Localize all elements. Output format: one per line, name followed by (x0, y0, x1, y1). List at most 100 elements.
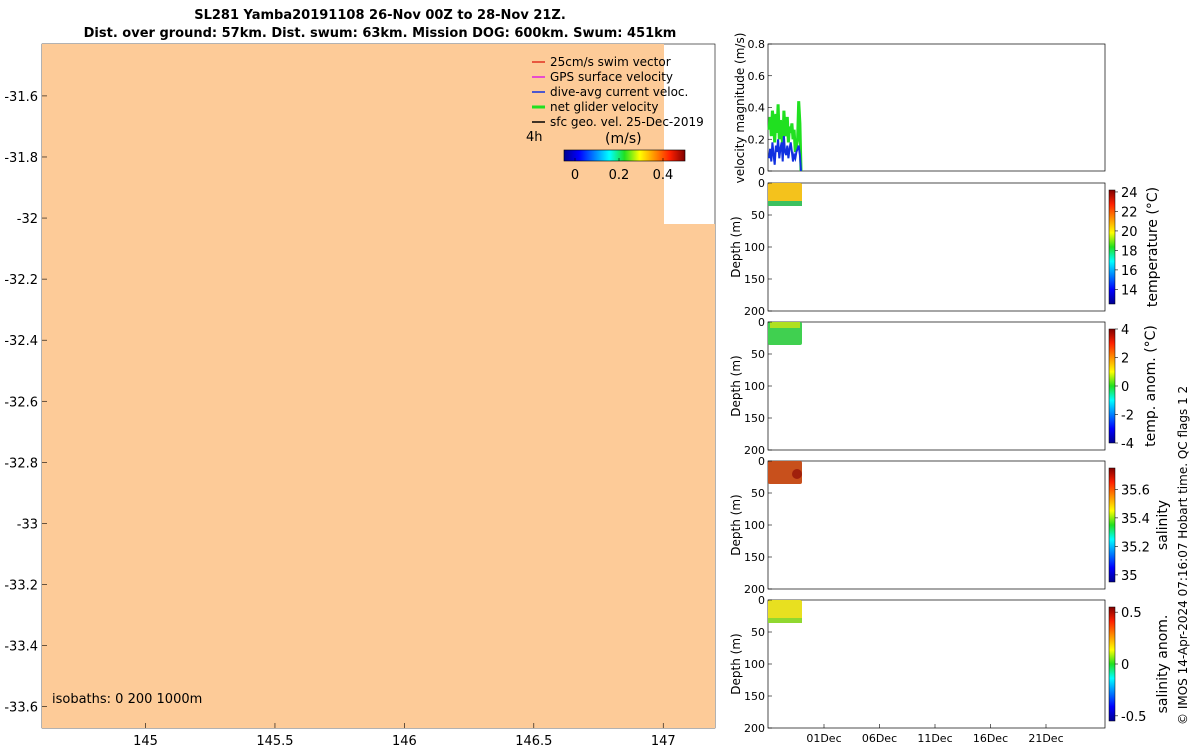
dive-avg-velocity-line (768, 136, 802, 172)
map-y-tick-label: -32.2 (4, 273, 38, 288)
time-scale-label: 4h (526, 130, 543, 145)
salinity-anomaly-colorbar-label: salinity anom. (1155, 615, 1171, 714)
map-x-tick-label: 145 (133, 734, 158, 749)
depth-y-tick-label: 150 (744, 551, 765, 564)
colorbar-tick-label: -4 (1121, 437, 1134, 452)
temperature-colorbar-label: temperature (°C) (1145, 187, 1161, 307)
colorbar-tick-label: 0.4 (653, 168, 674, 183)
temperature-colorbar-ticks: 14 16 18 20 22 24 (1115, 186, 1138, 298)
colorbar-tick-label: 20 (1121, 225, 1138, 240)
temperature-colorbar (1108, 189, 1116, 305)
temp-anomaly-data-upper (770, 322, 800, 328)
velocity-y-tick-label: 0 (758, 165, 765, 178)
depth-y-tick-label: 100 (744, 658, 765, 671)
map-y-tick-label: -33 (17, 517, 38, 532)
colorbar-tick-label: -0.5 (1121, 710, 1146, 725)
map-x-tick-label: 145.5 (256, 734, 293, 749)
depth-y-tick-label: 200 (744, 444, 765, 457)
colorbar-tick-label: 14 (1121, 283, 1138, 298)
colorbar-tick-label: 0.2 (609, 168, 630, 183)
salinity-data-spot (792, 469, 802, 479)
map-x-axis: 145 145.5 146 146.5 147 (133, 723, 676, 749)
time-x-tick-label: 11Dec (917, 732, 952, 745)
colorbar-tick-label: 16 (1121, 264, 1138, 279)
salinity-ylabel: Depth (m) (729, 494, 743, 555)
legend-entry: net glider velocity (550, 100, 658, 114)
legend-entry: GPS surface velocity (550, 70, 673, 84)
colorbar-tick-label: 4 (1121, 323, 1129, 338)
salinity-colorbar-ticks: 35 35.2 35.4 35.6 (1115, 483, 1150, 584)
salinity-anomaly-colorbar-ticks: -0.5 0 0.5 (1115, 606, 1146, 725)
salinity-section: Depth (m) 0 50 100 150 200 35 35.2 35.4 35.6 sa… (729, 455, 1171, 596)
chart-title-line2: Dist. over ground: 57km. Dist. swum: 63k… (83, 26, 677, 41)
salinity-colorbar (1108, 467, 1116, 583)
colorbar-tick-label: 35.2 (1121, 540, 1150, 555)
temperature-ylabel: Depth (m) (729, 216, 743, 277)
velocity-axes (767, 43, 1106, 172)
colorbar-tick-label: 35.4 (1121, 512, 1150, 527)
velocity-panel: 0 0.2 0.4 0.6 0.8 velocity magnitude (m/s) (733, 33, 1106, 184)
temp-anomaly-colorbar-ticks: -4 -2 0 2 4 (1115, 323, 1134, 452)
salinity-data-patch (768, 461, 802, 484)
depth-y-tick-label: 150 (744, 273, 765, 286)
salinity-anomaly-section: Depth (m) 0 50 100 150 200 01Dec 06Dec 11Dec 16… (729, 594, 1171, 745)
temperature-axes (767, 182, 1106, 312)
velocity-colorbar (563, 149, 686, 162)
map-panel: -31.6 -31.8 -32 -32.2 -32.4 -32.6 -32.8 -33 -33.… (4, 43, 716, 749)
credit-text: © IMOS 14-Apr-2024 07:16:07 Hobart time.… (1176, 386, 1190, 725)
velocity-y-tick-label: 0.8 (748, 38, 766, 51)
map-y-tick-label: -31.6 (4, 90, 38, 105)
temp-anomaly-ylabel: Depth (m) (729, 355, 743, 416)
temperature-section: Depth (m) 0 50 100 150 200 14 16 18 20 22 24 temp… (729, 177, 1161, 318)
depth-y-tick-label: 100 (744, 519, 765, 532)
colorbar-tick-label: 35 (1121, 569, 1138, 584)
chart-title-line1: SL281 Yamba20191108 26-Nov 00Z to 28-Nov… (194, 8, 566, 23)
temperature-y-axis: 0 50 100 150 200 (744, 177, 772, 318)
salinity-anomaly-ylabel: Depth (m) (729, 633, 743, 694)
legend-entry: 25cm/s swim vector (550, 55, 671, 69)
depth-y-tick-label: 50 (751, 626, 765, 639)
depth-y-tick-label: 0 (758, 316, 765, 329)
time-x-tick-label: 16Dec (973, 732, 1008, 745)
temp-anomaly-colorbar (1108, 328, 1116, 444)
velocity-y-tick-label: 0.6 (748, 70, 766, 83)
depth-y-tick-label: 200 (744, 583, 765, 596)
salinity-axes (767, 460, 1106, 590)
depth-y-tick-label: 150 (744, 690, 765, 703)
depth-y-tick-label: 50 (751, 348, 765, 361)
legend-entry: dive-avg current veloc. (550, 85, 688, 99)
colorbar-tick-label: -2 (1121, 409, 1134, 424)
net-glider-velocity-line (767, 101, 803, 172)
depth-y-tick-label: 200 (744, 305, 765, 318)
depth-y-tick-label: 0 (758, 594, 765, 607)
velocity-y-tick-label: 0.2 (748, 133, 766, 146)
velocity-colorbar-ticks: 0 0.2 0.4 (571, 158, 673, 183)
map-y-tick-label: -32 (17, 212, 38, 227)
salinity-colorbar-label: salinity (1155, 500, 1171, 550)
time-x-axis: 01Dec 06Dec 11Dec 16Dec 21Dec (806, 724, 1064, 745)
depth-y-tick-label: 200 (744, 722, 765, 735)
depth-y-tick-label: 0 (758, 177, 765, 190)
map-y-tick-label: -33.4 (4, 640, 38, 655)
depth-y-tick-label: 100 (744, 241, 765, 254)
velocity-y-axis: 0 0.2 0.4 0.6 0.8 (748, 38, 772, 178)
time-x-tick-label: 01Dec (806, 732, 841, 745)
salinity-anomaly-y-axis: 0 50 100 150 200 (744, 594, 772, 735)
map-y-tick-label: -32.4 (4, 334, 38, 349)
map-y-tick-label: -33.6 (4, 701, 38, 716)
salinity-anomaly-data-patch (768, 600, 802, 623)
velocity-ylabel: velocity magnitude (m/s) (733, 33, 747, 184)
colorbar-tick-label: 0 (1121, 380, 1129, 395)
salinity-anomaly-axes (767, 599, 1106, 729)
land-area (42, 44, 715, 728)
colorbar-tick-label: 0.5 (1121, 606, 1142, 621)
depth-y-tick-label: 0 (758, 455, 765, 468)
legend-entry: sfc geo. vel. 25-Dec-2019 (550, 115, 704, 129)
colorbar-tick-label: 22 (1121, 205, 1138, 220)
temperature-data-patch (768, 183, 802, 206)
velocity-y-tick-label: 0.4 (748, 102, 766, 115)
depth-y-tick-label: 50 (751, 209, 765, 222)
time-x-tick-label: 06Dec (862, 732, 897, 745)
